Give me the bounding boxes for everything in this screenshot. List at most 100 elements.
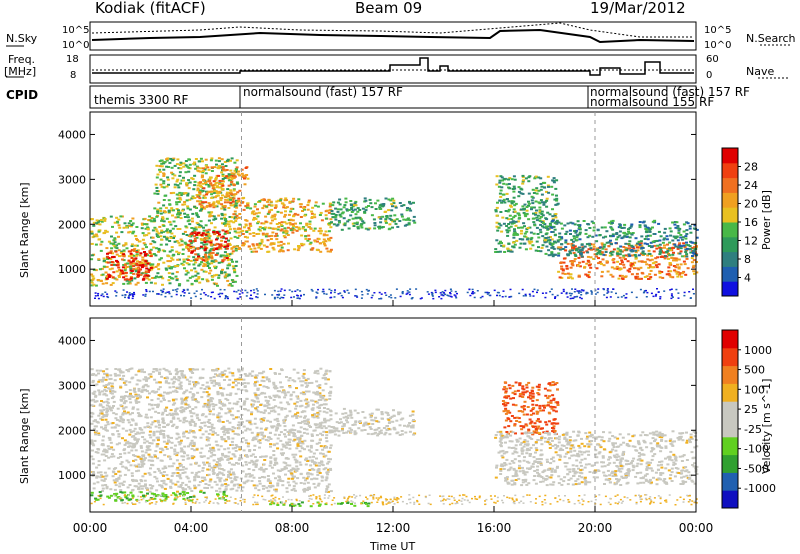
scatter-cell — [114, 290, 117, 292]
echo-cell — [162, 434, 166, 437]
echo-cell — [506, 210, 510, 213]
echo-cell — [115, 478, 119, 480]
echo-cell — [354, 213, 358, 216]
scatter-cell — [341, 296, 344, 299]
echo-cell — [691, 241, 695, 244]
echo-cell — [350, 206, 354, 209]
echo-cell — [289, 223, 293, 226]
echo-cell — [266, 400, 270, 402]
echo-cell — [149, 373, 153, 376]
echo-cell — [324, 427, 328, 430]
echo-cell — [309, 444, 313, 447]
echo-cell — [124, 442, 128, 445]
echo-cell — [639, 266, 643, 269]
echo-cell — [322, 238, 326, 241]
echo-cell — [283, 392, 287, 395]
echo-cell — [262, 485, 266, 487]
echo-cell — [238, 204, 242, 207]
echo-cell — [234, 216, 238, 219]
echo-cell — [635, 272, 639, 275]
echo-cell — [604, 235, 608, 238]
echo-cell — [211, 251, 215, 254]
echo-cell — [312, 229, 316, 232]
echo-cell — [214, 260, 218, 263]
echo-cell — [507, 218, 511, 221]
echo-cell — [530, 195, 534, 198]
echo-cell — [177, 251, 181, 254]
echo-cell — [234, 204, 238, 207]
echo-cell — [92, 482, 96, 485]
echo-cell — [162, 180, 166, 183]
echo-cell — [185, 430, 188, 433]
echo-cell — [632, 247, 636, 250]
echo-cell — [195, 212, 198, 215]
echo-cell — [504, 210, 508, 212]
echo-cell — [230, 279, 234, 281]
echo-cell — [623, 234, 627, 237]
echo-cell — [105, 411, 109, 414]
echo-cell — [664, 255, 667, 258]
echo-cell — [148, 392, 151, 395]
echo-cell — [269, 443, 273, 446]
echo-cell — [172, 237, 175, 239]
echo-cell — [502, 182, 506, 185]
echo-cell — [352, 225, 356, 227]
echo-cell — [100, 400, 103, 402]
echo-cell — [217, 230, 221, 233]
echo-cell — [192, 162, 196, 165]
echo-cell — [105, 372, 109, 375]
echo-cell — [230, 428, 234, 431]
echo-cell — [141, 262, 145, 265]
echo-cell — [115, 443, 119, 446]
echo-cell — [272, 398, 276, 401]
echo-cell — [135, 237, 138, 240]
echo-cell — [170, 267, 173, 270]
echo-cell — [190, 490, 194, 492]
echo-cell — [204, 430, 208, 433]
echo-cell — [234, 392, 238, 395]
echo-cell — [192, 455, 196, 458]
scatter-cell — [541, 292, 544, 294]
echo-cell — [183, 390, 187, 393]
echo-cell — [215, 238, 218, 241]
echo-cell — [170, 441, 174, 444]
echo-cell — [679, 247, 683, 250]
echo-cell — [330, 212, 334, 215]
scatter-cell — [456, 292, 458, 295]
echo-cell — [97, 238, 101, 241]
nsky-strip-frame — [89, 21, 697, 51]
echo-cell — [202, 391, 206, 394]
echo-cell — [512, 196, 516, 199]
echo-cell — [242, 196, 246, 199]
echo-cell — [169, 236, 173, 239]
echo-cell — [207, 393, 211, 396]
echo-cell — [218, 464, 222, 467]
echo-cell — [155, 390, 159, 393]
echo-cell — [202, 194, 206, 197]
echo-cell — [242, 425, 246, 428]
echo-cell — [658, 253, 662, 256]
echo-cell — [299, 442, 303, 445]
echo-cell — [300, 420, 304, 423]
echo-cell — [238, 457, 242, 460]
echo-cell — [201, 171, 205, 174]
echo-cell — [222, 425, 226, 428]
echo-cell — [572, 252, 576, 254]
echo-cell — [111, 256, 114, 259]
echo-cell — [519, 242, 523, 245]
echo-cell — [513, 214, 517, 217]
echo-cell — [173, 186, 177, 189]
echo-cell — [202, 455, 206, 458]
echo-cell — [182, 165, 186, 168]
echo-cell — [319, 394, 323, 397]
scatter-cell — [654, 295, 657, 297]
echo-cell — [224, 230, 228, 233]
echo-cell — [98, 393, 102, 396]
echo-cell — [512, 200, 516, 203]
echo-cell — [378, 204, 382, 207]
echo-cell — [121, 484, 125, 486]
echo-cell — [340, 228, 344, 231]
echo-cell — [304, 406, 308, 409]
echo-cell — [210, 222, 213, 225]
echo-cell — [204, 158, 208, 161]
